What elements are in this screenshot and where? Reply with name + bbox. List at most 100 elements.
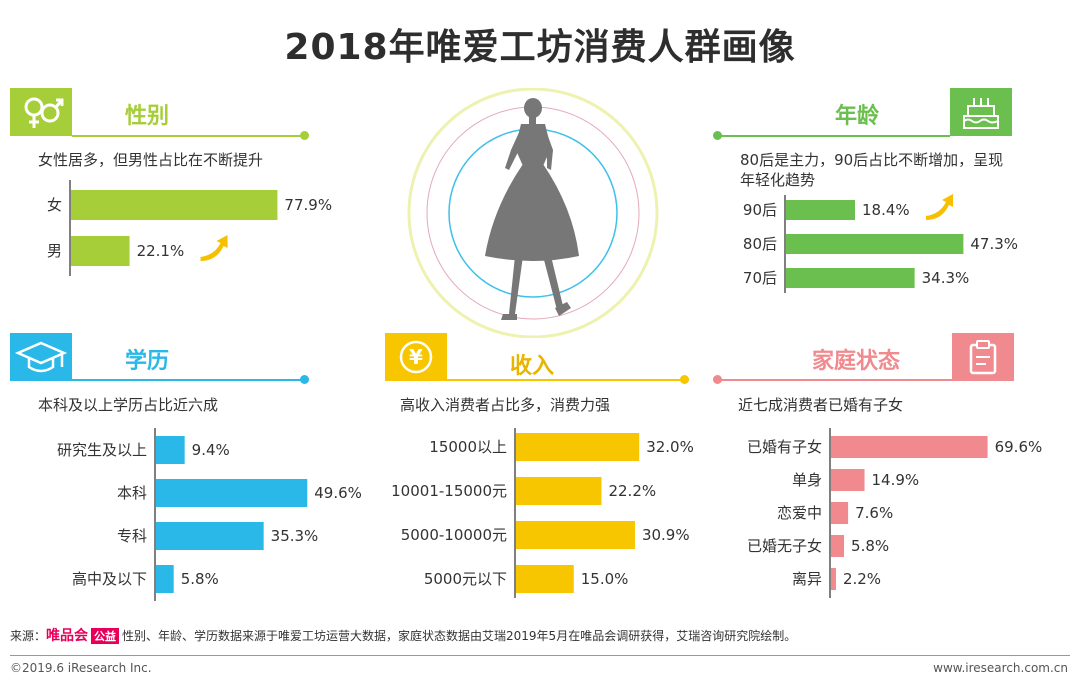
age-section-title: 年龄 (835, 104, 880, 129)
family-bar-2 (831, 502, 849, 524)
family-category-label-1: 单身 (792, 471, 822, 489)
birthday-cake-icon (950, 88, 1012, 136)
education-value-label-3: 5.8% (181, 570, 219, 588)
age-value-label-1: 47.3% (970, 235, 1018, 253)
vip-brand-logo: 唯品会 (46, 628, 89, 644)
woman-silhouette-icon (407, 88, 659, 338)
education-divider-dot (300, 375, 309, 384)
income-category-label-2: 5000-10000元 (401, 526, 507, 544)
income-divider-dot (680, 375, 689, 384)
source-prefix: 来源： (10, 629, 47, 643)
family-category-label-2: 恋爱中 (777, 504, 822, 522)
website-link[interactable]: www.iresearch.com.cn (933, 661, 1068, 675)
svg-text:¥: ¥ (409, 345, 423, 369)
gender-bar-0 (71, 190, 278, 220)
age-category-label-1: 80后 (743, 235, 777, 253)
income-value-label-1: 22.2% (608, 482, 656, 500)
income-section-title: 收入 (510, 354, 555, 379)
gender-bar-1 (71, 236, 130, 266)
income-bar-2 (516, 521, 635, 549)
footer-divider (10, 655, 1070, 656)
gender-divider (72, 135, 302, 137)
family-bar-chart: 已婚有子女 69.6% 单身 14.9% 恋爱中 7.6% 已婚无子女 5.8% 离异 2.2% (747, 428, 1043, 598)
age-category-label-2: 70后 (743, 269, 777, 287)
gender-trend-up-arrow-icon (200, 235, 228, 261)
income-value-label-3: 15.0% (581, 570, 629, 588)
copyright: ©2019.6 iResearch Inc. (10, 661, 152, 675)
gender-symbols-icon (10, 88, 72, 136)
gender-divider-dot (300, 131, 309, 140)
age-bar-1 (786, 234, 964, 254)
gender-subtitle: 女性居多，但男性占比在不断提升 (38, 151, 264, 169)
family-bar-3 (831, 535, 845, 557)
family-category-label-4: 离异 (792, 570, 822, 588)
age-value-label-0: 18.4% (862, 201, 910, 219)
gender-section-title: 性别 (125, 104, 170, 129)
gender-category-label-1: 男 (47, 242, 62, 260)
yen-coin-icon: ¥ (385, 333, 447, 381)
brand-tag: 公益 (91, 628, 120, 644)
clipboard-icon (952, 333, 1014, 381)
source-note: 来源：唯品会 公益 性别、年龄、学历数据来源于唯爱工坊运营大数据，家庭状态数据由艾瑞… (10, 625, 796, 645)
education-value-label-1: 49.6% (314, 484, 362, 502)
age-bar-2 (786, 268, 915, 288)
income-bar-chart: 15000以上 32.0% 10001-15000元 22.2% 5000-10000元… (391, 428, 694, 598)
income-divider (447, 379, 682, 381)
family-subtitle: 近七成消费者已婚有子女 (738, 396, 904, 414)
gender-bar-chart: 女 77.9% 男 22.1% (47, 180, 332, 276)
family-value-label-2: 7.6% (855, 504, 893, 522)
family-value-label-3: 5.8% (851, 537, 889, 555)
education-bar-chart: 研究生及以上 9.4% 本科 49.6% 专科 35.3% 高中及以下 5.8% (57, 428, 362, 601)
income-value-label-0: 32.0% (646, 438, 694, 456)
page-title: 2018年唯爱工坊消费人群画像 (284, 27, 796, 68)
family-section-title: 家庭状态 (812, 349, 901, 374)
gender-value-label-0: 77.9% (284, 196, 332, 214)
education-bar-1 (156, 479, 308, 507)
age-subtitle-line1: 80后是主力，90后占比不断增加，呈现 (740, 151, 1004, 169)
education-subtitle: 本科及以上学历占比近六成 (38, 396, 219, 414)
education-value-label-2: 35.3% (271, 527, 319, 545)
income-value-label-2: 30.9% (642, 526, 690, 544)
family-divider-dot (713, 375, 722, 384)
education-category-label-2: 专科 (117, 527, 147, 545)
age-trend-up-arrow-icon (926, 194, 953, 220)
family-value-label-1: 14.9% (872, 471, 920, 489)
education-category-label-1: 本科 (117, 484, 147, 502)
income-category-label-0: 15000以上 (429, 438, 507, 456)
income-bar-0 (516, 433, 640, 461)
family-bar-1 (831, 469, 865, 491)
income-bar-3 (516, 565, 574, 593)
age-subtitle-line2: 年轻化趋势 (740, 171, 816, 189)
age-bar-chart: 90后 18.4% 80后 47.3% 70后 34.3% (743, 194, 1018, 293)
graduation-cap-icon (10, 333, 72, 381)
family-bar-4 (831, 568, 836, 590)
income-category-label-3: 5000元以下 (424, 570, 507, 588)
gender-trend-up-arrow-icon-shape (200, 235, 228, 261)
education-category-label-3: 高中及以下 (72, 570, 147, 588)
education-bar-3 (156, 565, 174, 593)
income-bar-1 (516, 477, 602, 505)
family-category-label-3: 已婚无子女 (747, 537, 822, 555)
education-value-label-0: 9.4% (192, 441, 230, 459)
age-category-label-0: 90后 (743, 201, 777, 219)
education-section-title: 学历 (125, 349, 170, 374)
age-divider-dot (713, 131, 722, 140)
income-subtitle: 高收入消费者占比多，消费力强 (400, 396, 611, 414)
gender-category-label-0: 女 (47, 196, 62, 214)
education-divider (72, 379, 302, 381)
age-bar-0 (786, 200, 855, 220)
age-value-label-2: 34.3% (922, 269, 970, 287)
gender-value-label-1: 22.1% (137, 242, 185, 260)
education-category-label-0: 研究生及以上 (57, 441, 147, 459)
family-value-label-4: 2.2% (843, 570, 881, 588)
age-trend-up-arrow-icon-shape (926, 194, 953, 220)
income-category-label-1: 10001-15000元 (391, 482, 507, 500)
family-bar-0 (831, 436, 988, 458)
family-value-label-0: 69.6% (995, 438, 1043, 456)
education-bar-0 (156, 436, 185, 464)
age-divider (720, 135, 950, 137)
family-divider (720, 379, 952, 381)
family-category-label-0: 已婚有子女 (747, 438, 822, 456)
source-text: 性别、年龄、学历数据来源于唯爱工坊运营大数据，家庭状态数据由艾瑞2019年5月在… (122, 629, 797, 643)
education-bar-2 (156, 522, 264, 550)
